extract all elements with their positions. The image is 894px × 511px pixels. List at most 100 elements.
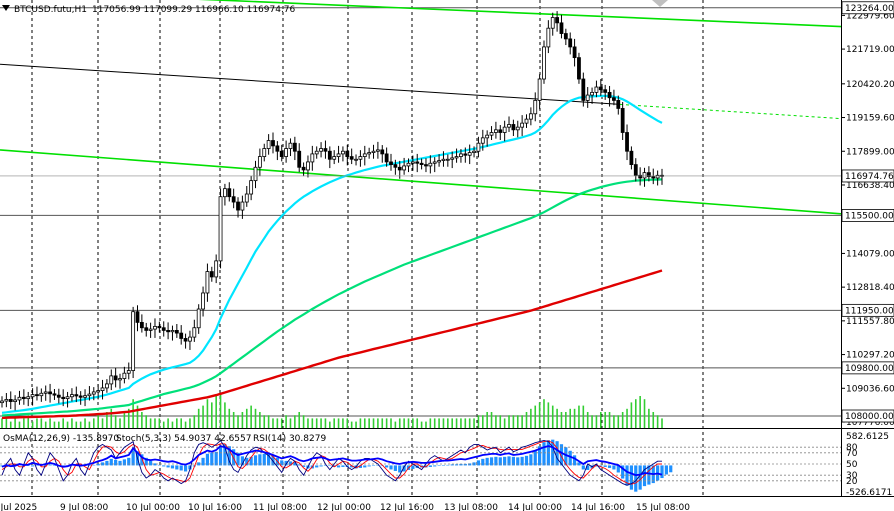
osma-bar: [293, 461, 297, 466]
level-label-box: [841, 303, 894, 317]
candle-body: [633, 164, 638, 176]
candle-body: [515, 126, 520, 131]
price-tick-label: 114079.00: [846, 249, 894, 259]
candle-body: [218, 196, 223, 262]
candle-body: [332, 156, 337, 160]
osma-bar: [376, 465, 380, 466]
candle-body: [240, 201, 245, 211]
candle-body: [550, 17, 555, 29]
osma-bar: [358, 465, 363, 468]
osma-bar: [109, 458, 113, 466]
chart-header: BTCUSD.futu,H1 117056.99 117099.29 11696…: [2, 5, 296, 15]
indicator-header: OsMA(12,26,9) -135.8970 Stoch(5,3,3) 54.…: [3, 434, 326, 444]
current-price-box: [841, 169, 894, 183]
candle-body: [454, 156, 459, 159]
osma-bar: [183, 465, 188, 472]
candle-body: [257, 156, 262, 168]
candle-body: [494, 129, 498, 133]
osma-bar: [454, 464, 459, 466]
candle-body: [629, 150, 634, 166]
candle-body: [467, 152, 472, 156]
level-label-box: [841, 209, 894, 222]
dropdown-triangle-icon[interactable]: [2, 5, 10, 11]
candle-body: [581, 78, 586, 101]
osma-bar: [253, 455, 258, 466]
osma-bar: [92, 464, 96, 466]
candle-body: [367, 152, 372, 155]
osma-bar: [594, 465, 599, 467]
time-tick-label: 13 Jul 08:00: [444, 503, 498, 511]
rsi-tick-label: 50: [846, 460, 858, 470]
osma-bar: [629, 465, 634, 490]
price-tick-label: 111557.80: [846, 317, 894, 327]
osma-bar: [389, 465, 393, 470]
rsi-tick-label: 80: [846, 443, 858, 453]
time-axis: 8 Jul 2025 9 Jul 08:00 10 Jul 00:00 10 Jul …: [0, 503, 690, 511]
candle-body: [638, 174, 643, 179]
level-label: 108000.00: [845, 412, 894, 422]
osma-bar: [245, 457, 249, 466]
osma-tick-label: 582.6125: [846, 432, 889, 442]
osma-bar: [542, 442, 546, 466]
candle-body: [275, 145, 280, 152]
osma-bar: [363, 465, 367, 468]
panel-borders: [0, 0, 894, 497]
candle-body: [284, 148, 289, 157]
osma-bar: [555, 441, 559, 466]
candle-body: [262, 148, 267, 157]
osma-bar: [218, 446, 223, 466]
osma-bar: [350, 465, 354, 468]
price-tick-label: 109036.60: [846, 384, 894, 394]
osma-bar: [481, 458, 485, 466]
osma-bar: [262, 453, 266, 466]
osma-bar: [341, 465, 345, 467]
candle-body: [126, 370, 131, 374]
osma-bar: [459, 463, 463, 466]
osma-bar: [612, 465, 616, 470]
candle-body: [476, 142, 481, 152]
osma-tick-label: -526.6171: [846, 488, 892, 498]
candle-body: [170, 330, 175, 333]
osma-bar: [664, 465, 668, 475]
candle-body: [166, 330, 170, 333]
osma-bar: [175, 465, 179, 470]
osma-bar: [105, 460, 109, 466]
osma-bar: [489, 457, 494, 466]
osma-bar: [433, 465, 437, 467]
candle-body: [590, 91, 594, 96]
candle-body: [498, 129, 503, 133]
osma-bar: [393, 465, 397, 471]
candle-body: [279, 150, 284, 157]
osma-bar: [127, 457, 131, 466]
candle-body: [96, 390, 101, 393]
moving-averages: [1, 94, 663, 420]
candle-body: [384, 153, 389, 163]
time-tick-label: 15 Jul 08:00: [636, 503, 690, 511]
candle-body: [74, 394, 79, 397]
osma-bar: [236, 452, 240, 466]
candle-body: [183, 338, 188, 342]
time-tick-label: 10 Jul 16:00: [188, 503, 242, 511]
price-tick-label: 110297.20: [846, 351, 894, 361]
ma-fast-line: [1, 94, 663, 414]
candle-body: [144, 327, 149, 331]
candle-body: [603, 89, 608, 93]
osma-bar: [214, 451, 218, 466]
candle-body: [249, 180, 254, 195]
time-tick-label: 8 Jul 2025: [0, 503, 37, 511]
current-price-label: 116974.76: [845, 172, 894, 182]
candle-body: [39, 392, 44, 397]
osma-bar: [450, 464, 454, 466]
osma-bar: [280, 460, 284, 466]
osma-bar: [131, 450, 135, 466]
osma-bar: [162, 465, 166, 467]
osma-bar: [258, 454, 262, 466]
osma-bar: [616, 465, 620, 473]
candle-body: [196, 308, 201, 329]
candle-body: [572, 46, 577, 59]
candle-body: [161, 327, 166, 331]
osma-bar: [205, 453, 210, 466]
candle-body: [336, 153, 341, 157]
osma-bar: [428, 465, 432, 467]
